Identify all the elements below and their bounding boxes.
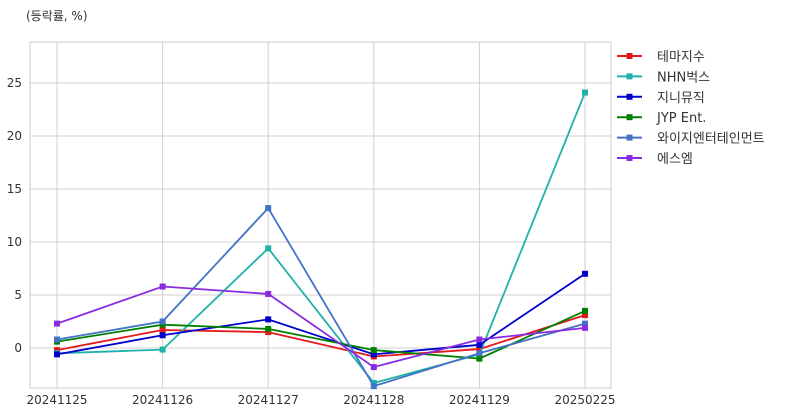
series-2 bbox=[54, 89, 588, 386]
x-tick-label: 20241126 bbox=[132, 393, 193, 407]
data-point bbox=[370, 383, 377, 390]
legend-item: 테마지수 bbox=[617, 50, 705, 65]
legend-marker bbox=[626, 53, 633, 59]
data-point bbox=[476, 350, 483, 357]
unit-label: (등락률, %) bbox=[26, 9, 88, 23]
x-tick-label: 20250225 bbox=[554, 393, 615, 407]
data-point bbox=[159, 346, 166, 353]
y-tick-label: 10 bbox=[7, 235, 22, 249]
legend-item: NHN벅스 bbox=[617, 70, 710, 85]
series-3 bbox=[54, 270, 588, 358]
y-tick-label: 20 bbox=[7, 129, 22, 143]
legend-marker bbox=[626, 114, 633, 121]
y-tick-label: 15 bbox=[7, 182, 22, 196]
series-5 bbox=[54, 205, 588, 390]
x-tick-label: 20241127 bbox=[238, 393, 299, 407]
data-point bbox=[54, 336, 60, 343]
data-point bbox=[582, 324, 588, 331]
data-point bbox=[265, 316, 272, 323]
y-tick-label: 25 bbox=[7, 76, 22, 90]
legend-label: 테마지수 bbox=[657, 50, 705, 65]
legend-item: 에스엠 bbox=[617, 152, 693, 167]
data-point bbox=[370, 364, 377, 371]
series-line bbox=[56, 273, 586, 356]
data-point bbox=[265, 329, 272, 336]
x-tick-label: 20241125 bbox=[26, 393, 87, 407]
data-point bbox=[54, 320, 60, 327]
data-point bbox=[476, 336, 483, 343]
data-point bbox=[159, 283, 166, 290]
legend-label: 에스엠 bbox=[657, 152, 693, 167]
y-tick-label: 0 bbox=[14, 341, 22, 355]
axes: 0 5 10 15 20 25 20241125 20241126 20241127 202411… bbox=[7, 76, 616, 407]
x-tick-label: 20241128 bbox=[343, 393, 404, 407]
legend-label: 와이지엔터테인먼트 bbox=[657, 132, 765, 147]
data-point bbox=[370, 347, 377, 354]
legend-label: 지니뮤직 bbox=[657, 91, 705, 106]
data-point bbox=[265, 245, 272, 252]
series-lines bbox=[54, 89, 588, 390]
data-point bbox=[582, 312, 588, 319]
legend-marker bbox=[626, 155, 633, 161]
data-point bbox=[476, 341, 483, 348]
legend-item: 와이지엔터테인먼트 bbox=[617, 132, 765, 147]
data-point bbox=[582, 270, 588, 277]
series-line bbox=[56, 285, 586, 369]
data-point bbox=[159, 326, 166, 333]
data-point bbox=[582, 89, 588, 96]
legend-label: JYP Ent. bbox=[656, 111, 706, 126]
data-point bbox=[159, 318, 166, 325]
data-point bbox=[370, 351, 377, 358]
data-point bbox=[54, 347, 60, 354]
y-tick-label: 5 bbox=[14, 288, 22, 302]
plot-frame bbox=[29, 41, 612, 389]
series-line bbox=[56, 310, 586, 360]
legend-marker bbox=[626, 73, 633, 80]
legend-marker bbox=[626, 93, 633, 100]
data-point bbox=[476, 355, 483, 362]
data-point bbox=[265, 325, 272, 332]
data-point bbox=[265, 290, 272, 297]
data-point bbox=[582, 320, 588, 327]
data-point bbox=[582, 307, 588, 314]
series-6 bbox=[54, 283, 588, 371]
series-line bbox=[56, 206, 586, 388]
data-point bbox=[159, 332, 166, 339]
legend-marker bbox=[626, 134, 633, 141]
data-point bbox=[159, 321, 166, 328]
x-tick-label: 20241129 bbox=[449, 393, 510, 407]
legend-label: NHN벅스 bbox=[657, 70, 710, 85]
data-point bbox=[370, 379, 377, 386]
series-line bbox=[56, 314, 586, 358]
data-point bbox=[265, 205, 272, 212]
legend-item: JYP Ent. bbox=[617, 111, 706, 126]
data-point bbox=[54, 351, 60, 358]
data-point bbox=[476, 346, 483, 353]
legend-item: 지니뮤직 bbox=[617, 91, 705, 106]
series-line bbox=[56, 92, 586, 385]
